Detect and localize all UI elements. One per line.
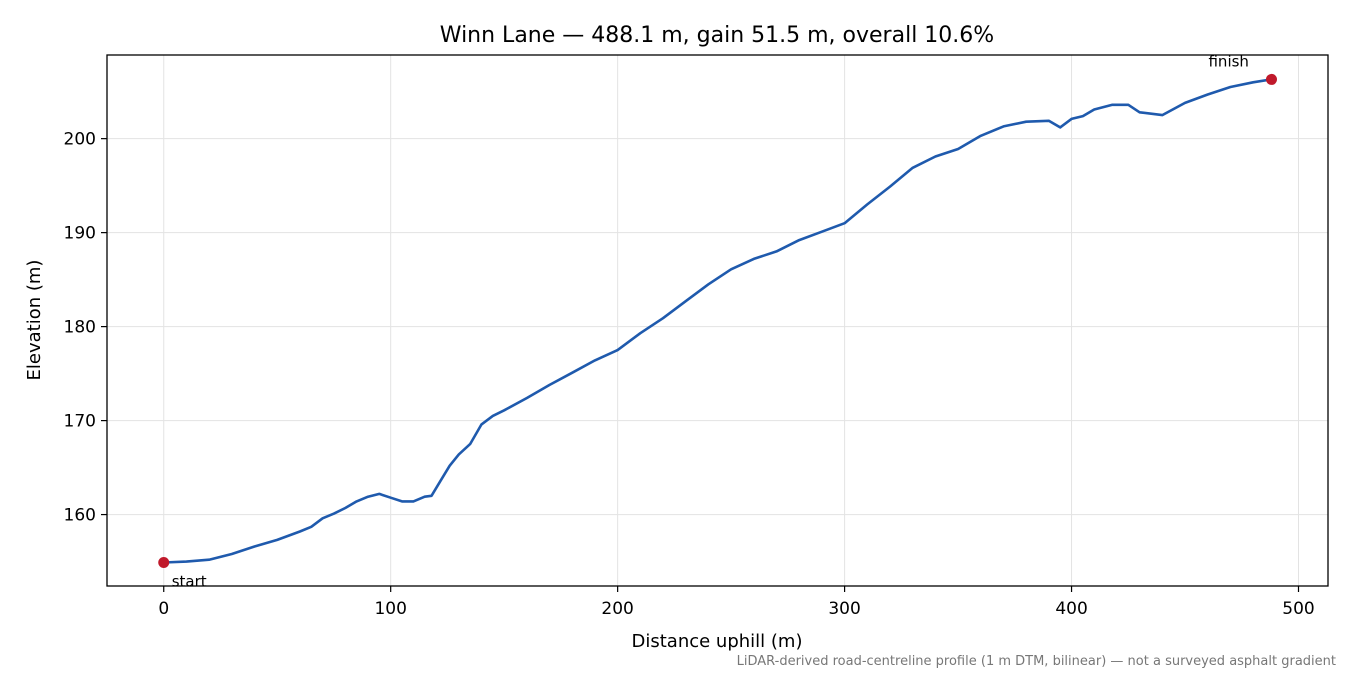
y-tick-label: 170 xyxy=(64,412,96,432)
y-tick-label: 180 xyxy=(64,318,96,338)
start-label: start xyxy=(172,573,207,591)
series-layer xyxy=(162,78,1273,564)
x-tick-label: 300 xyxy=(828,599,860,619)
x-tick-label: 0 xyxy=(158,599,169,619)
y-tick-label: 190 xyxy=(64,224,96,244)
gridlines xyxy=(107,55,1328,586)
y-axis-ticks: 160 170 180 190 200 xyxy=(64,130,107,526)
plot-frame xyxy=(106,54,1329,587)
x-tick-label: 400 xyxy=(1055,599,1087,619)
chart-title: Winn Lane — 488.1 m, gain 51.5 m, overal… xyxy=(440,23,994,48)
x-tick-label: 500 xyxy=(1282,599,1314,619)
footnote: LiDAR-derived road-centreline profile (1… xyxy=(737,654,1336,669)
y-axis-label: Elevation (m) xyxy=(24,260,45,381)
x-axis-label: Distance uphill (m) xyxy=(632,631,803,652)
y-tick-label: 200 xyxy=(64,130,96,150)
elevation-profile-line xyxy=(162,78,1273,564)
y-tick-label: 160 xyxy=(64,506,96,526)
x-tick-label: 200 xyxy=(601,599,633,619)
x-axis-ticks: 0 100 200 300 400 500 xyxy=(158,586,1315,619)
finish-label: finish xyxy=(1208,52,1248,70)
finish-marker xyxy=(1265,73,1277,85)
start-marker xyxy=(158,557,170,569)
annotations: start finish xyxy=(158,52,1277,591)
x-tick-label: 100 xyxy=(374,599,406,619)
